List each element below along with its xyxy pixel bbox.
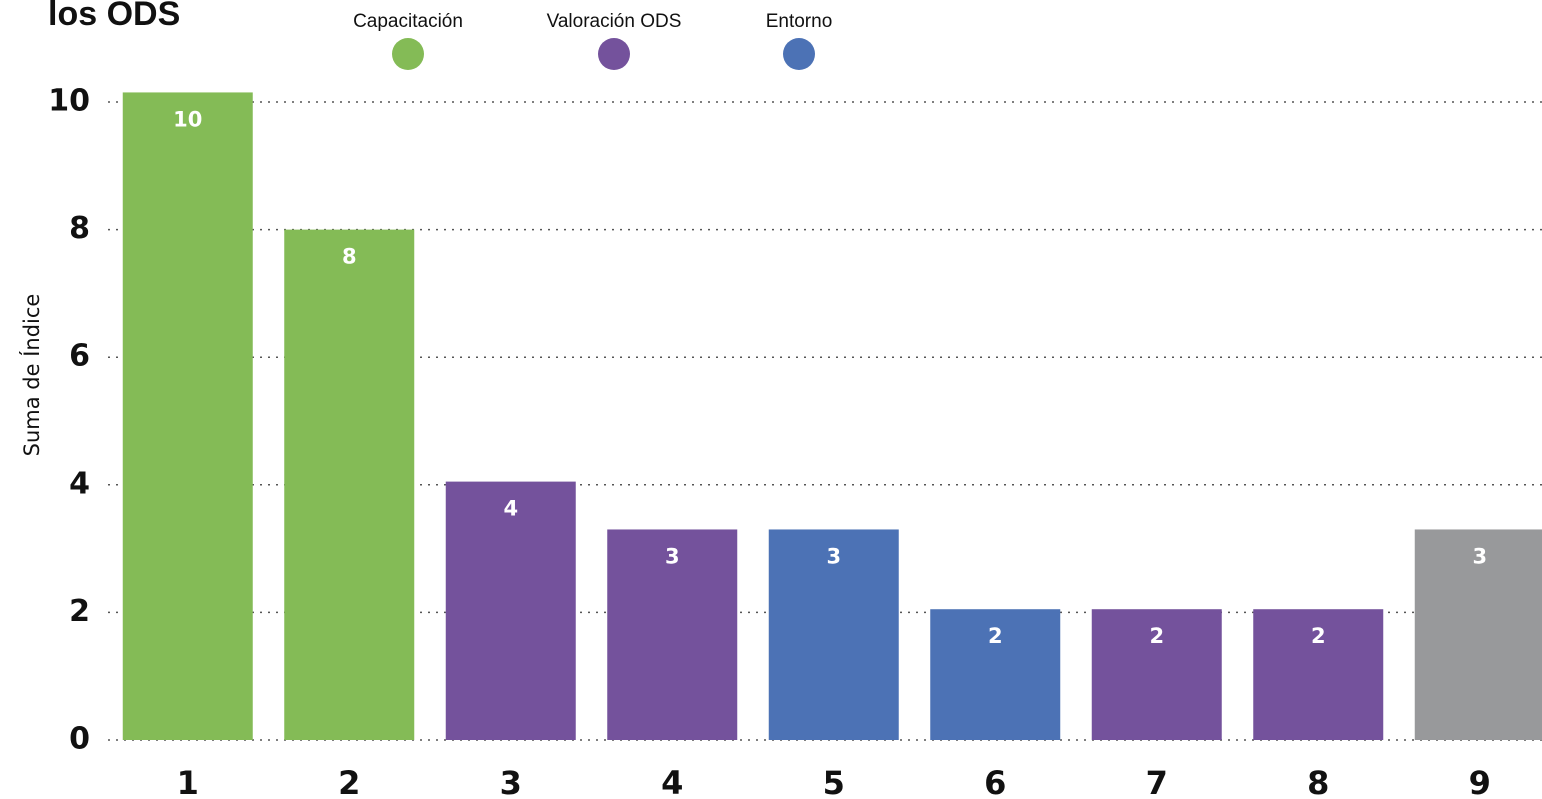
- bar: [1414, 529, 1542, 740]
- data-label: 2: [1149, 624, 1164, 648]
- data-label: 4: [503, 497, 518, 521]
- x-tick-label: 5: [823, 764, 845, 799]
- x-tick-label: 4: [661, 764, 683, 799]
- y-axis-title: Suma de Índice: [19, 294, 44, 457]
- x-tick-label: 8: [1307, 764, 1329, 799]
- data-label: 3: [826, 544, 841, 568]
- x-tick-label: 2: [338, 764, 360, 799]
- x-tick-label: 1: [177, 764, 199, 799]
- chart-title: los ODS: [48, 0, 180, 33]
- x-tick-label: 7: [1146, 764, 1168, 799]
- bar: [607, 529, 738, 740]
- data-label: 10: [173, 107, 202, 131]
- bar: [768, 529, 899, 740]
- legend-label: Capacitación: [353, 11, 463, 32]
- data-label: 2: [1311, 624, 1326, 648]
- y-tick-label: 4: [69, 466, 90, 501]
- data-label: 3: [1472, 544, 1487, 568]
- y-tick-label: 8: [69, 211, 90, 246]
- bar: [1091, 609, 1222, 740]
- y-tick-label: 10: [48, 84, 90, 119]
- data-label: 2: [988, 624, 1003, 648]
- x-tick-label: 3: [500, 764, 522, 799]
- bar: [122, 92, 253, 741]
- x-tick-label: 9: [1469, 764, 1491, 799]
- y-tick-label: 6: [69, 339, 90, 374]
- bar: [284, 229, 415, 740]
- y-tick-label: 0: [69, 722, 90, 757]
- legend-swatch: [783, 38, 815, 70]
- legend-swatch: [598, 38, 630, 70]
- x-tick-label: 6: [984, 764, 1006, 799]
- legend-label: Entorno: [766, 11, 833, 32]
- bar: [1253, 609, 1384, 740]
- bar: [445, 481, 576, 740]
- data-label: 8: [342, 245, 357, 269]
- y-tick-label: 2: [69, 594, 90, 629]
- bar: [930, 609, 1061, 740]
- legend-swatch: [392, 38, 424, 70]
- legend-label: Valoración ODS: [547, 11, 682, 32]
- data-label: 3: [665, 544, 680, 568]
